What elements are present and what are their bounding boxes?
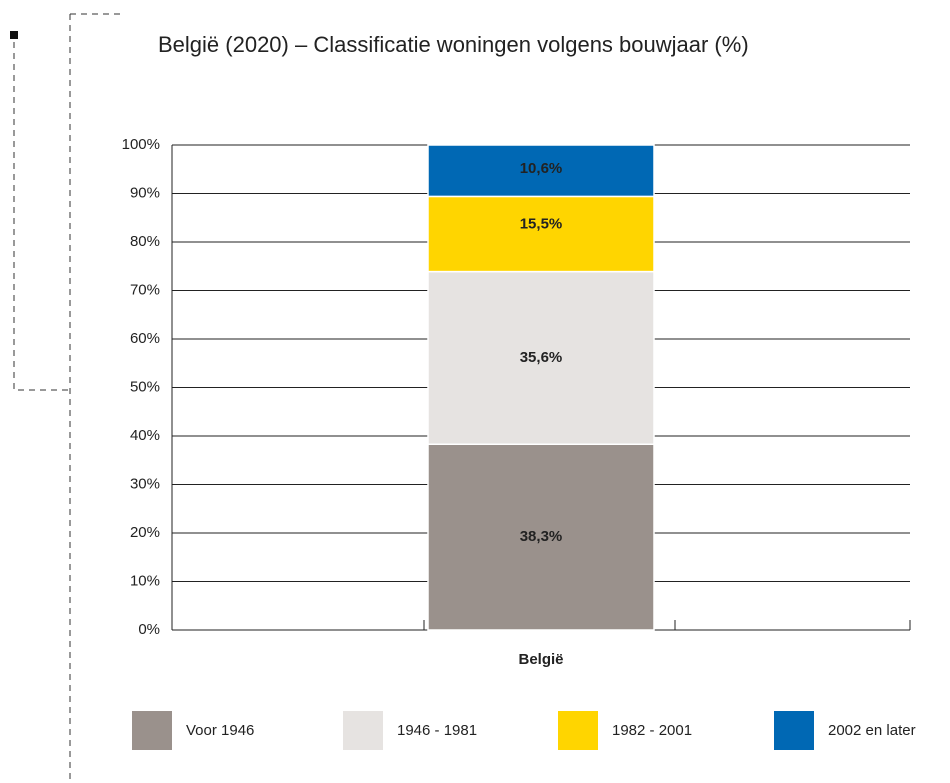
y-tick-label: 70% <box>130 281 160 298</box>
legend-swatch <box>132 711 172 750</box>
legend-label: Voor 1946 <box>186 722 254 739</box>
bar-segment <box>427 144 655 198</box>
legend-label: 1946 - 1981 <box>397 722 477 739</box>
y-tick-label: 30% <box>130 475 160 492</box>
y-tick-label: 20% <box>130 524 160 541</box>
y-tick-label: 50% <box>130 378 160 395</box>
legend-swatch <box>343 711 383 750</box>
bar-segment <box>427 195 655 273</box>
bar-segment <box>427 270 655 445</box>
value-label: 35,6% <box>520 349 563 366</box>
y-tick-label: 60% <box>130 330 160 347</box>
bar-segment <box>427 443 655 631</box>
y-tick-label: 90% <box>130 184 160 201</box>
y-tick-label: 10% <box>130 572 160 589</box>
y-tick-label: 100% <box>122 136 160 153</box>
frame-decoration <box>13 13 125 783</box>
y-tick-label: 0% <box>138 621 160 638</box>
legend-swatch <box>558 711 598 750</box>
legend-label: 2002 en later <box>828 722 916 739</box>
value-label: 10,6% <box>520 160 563 177</box>
legend-swatch <box>774 711 814 750</box>
y-tick-label: 80% <box>130 233 160 250</box>
y-tick-label: 40% <box>130 427 160 444</box>
value-label: 38,3% <box>520 528 563 545</box>
legend-label: 1982 - 2001 <box>612 722 692 739</box>
dashed-outline <box>13 13 125 783</box>
marker-square <box>10 31 18 39</box>
chart-title: België (2020) – Classificatie woningen v… <box>158 32 749 57</box>
value-label: 15,5% <box>520 215 563 232</box>
x-tick-label: België <box>518 651 563 668</box>
